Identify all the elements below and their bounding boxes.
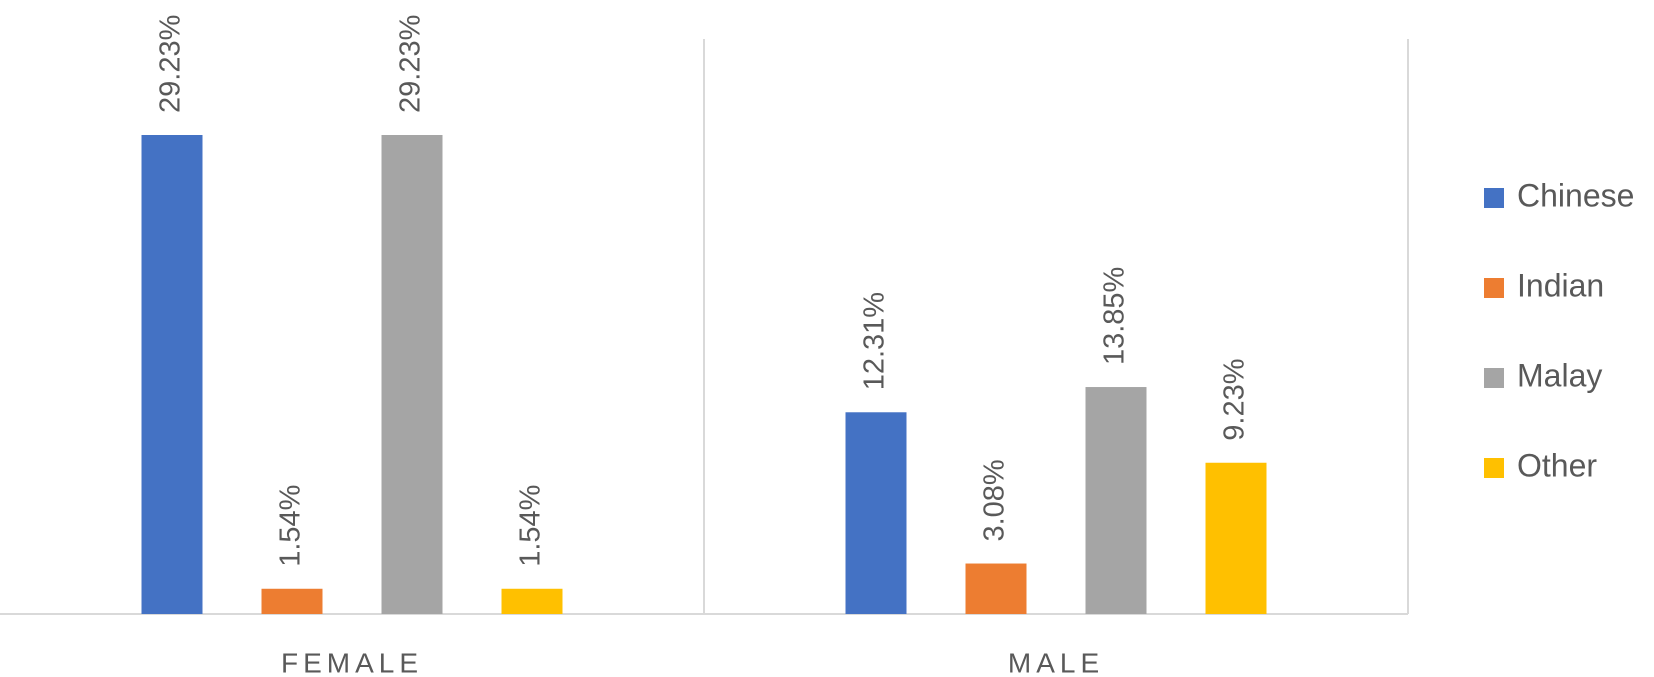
data-label: 1.54% (515, 485, 547, 567)
bar (261, 588, 323, 614)
legend-swatch (1484, 278, 1504, 298)
bar (381, 135, 443, 614)
data-label: 3.08% (979, 459, 1011, 541)
data-label: 12.31% (859, 292, 891, 390)
legend-swatch (1484, 368, 1504, 388)
legend-label: Indian (1517, 267, 1604, 303)
data-label: 29.23% (155, 15, 187, 113)
legend-label: Chinese (1517, 177, 1634, 213)
bar (965, 563, 1027, 614)
bar (1205, 462, 1267, 614)
bar (845, 412, 907, 614)
bar (501, 588, 563, 614)
data-label: 9.23% (1219, 359, 1251, 441)
x-tick-label: FEMALE (281, 647, 423, 677)
legend-label: Other (1517, 447, 1597, 483)
data-label: 29.23% (395, 15, 427, 113)
legend-swatch (1484, 458, 1504, 478)
data-label: 13.85% (1099, 267, 1131, 365)
data-label: 1.54% (275, 485, 307, 567)
legend-label: Malay (1517, 357, 1602, 393)
legend-swatch (1484, 188, 1504, 208)
bar (141, 135, 203, 614)
bar (1085, 387, 1147, 614)
x-tick-label: MALE (1008, 647, 1104, 677)
